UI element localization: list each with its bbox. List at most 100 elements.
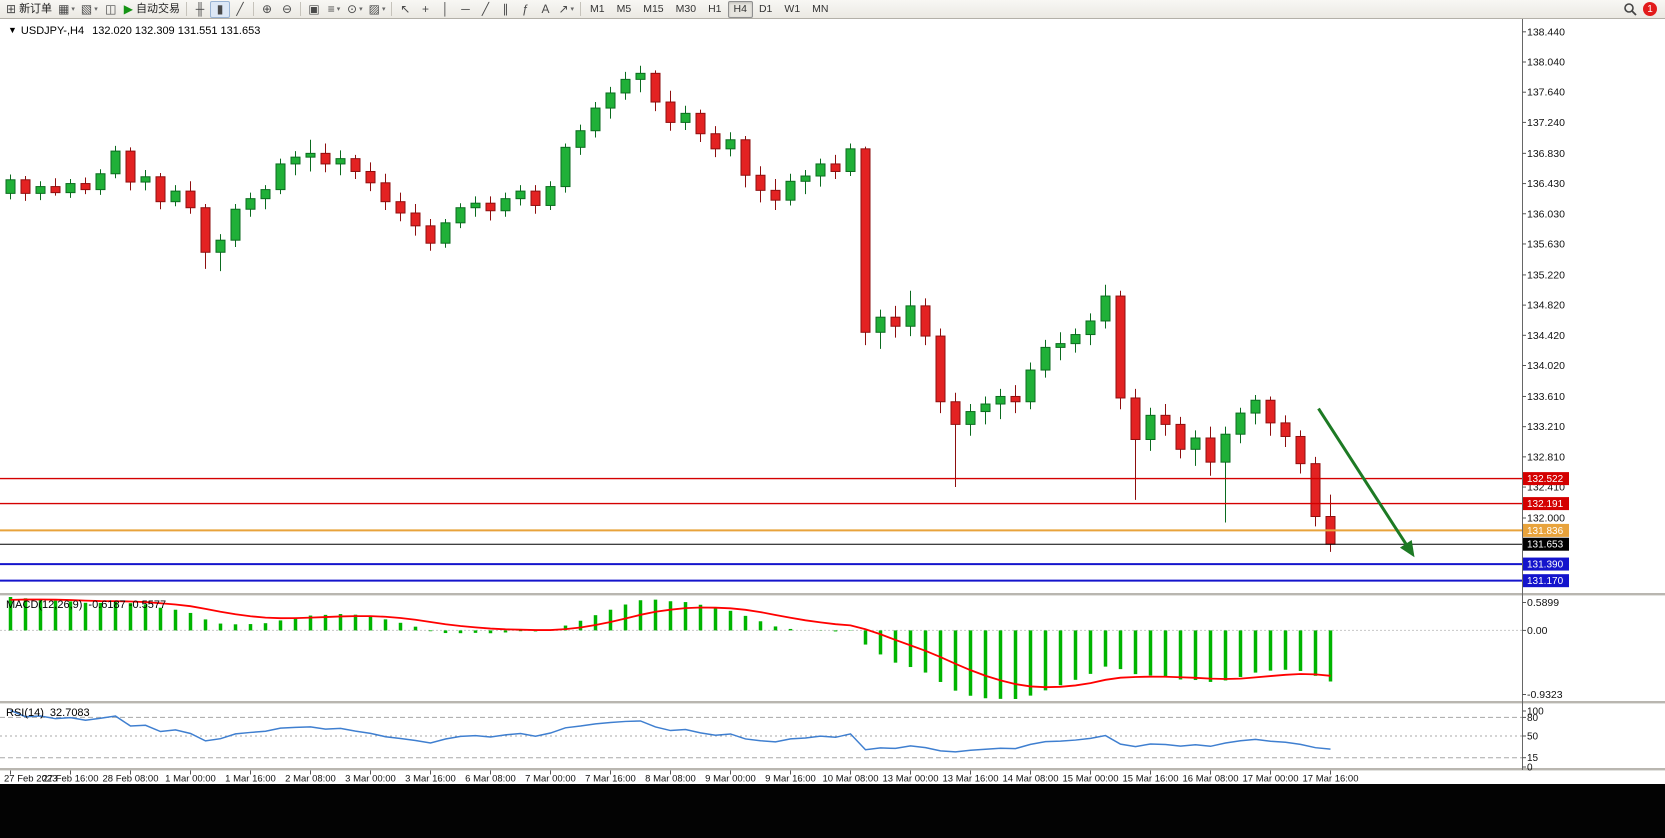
market-watch-icon: ◫ [105, 2, 117, 16]
timeframe-h1-button[interactable]: H1 [702, 1, 727, 18]
svg-text:135.220: 135.220 [1527, 269, 1565, 281]
timeframe-w1-button[interactable]: W1 [778, 1, 806, 18]
toolbar-separator [253, 2, 255, 16]
profiles-button[interactable]: ▧ ▾ [78, 1, 101, 18]
vertical-line-icon: │ [441, 2, 450, 16]
timeframe-m5-button[interactable]: M5 [611, 1, 638, 18]
candlestick-chart-button[interactable]: ▮ [210, 0, 231, 18]
cursor-button[interactable]: ↖ [395, 1, 415, 18]
svg-text:27 Feb 16:00: 27 Feb 16:00 [43, 774, 99, 785]
toolbar-separator [186, 2, 188, 16]
svg-text:3 Mar 00:00: 3 Mar 00:00 [345, 774, 396, 785]
svg-text:138.440: 138.440 [1527, 26, 1565, 38]
svg-text:3 Mar 16:00: 3 Mar 16:00 [405, 774, 456, 785]
svg-text:16 Mar 08:00: 16 Mar 08:00 [1183, 774, 1239, 785]
timeframe-m15-button[interactable]: M15 [637, 1, 669, 18]
search-icon[interactable] [1623, 2, 1637, 16]
macd-axis[interactable]: 0.5899 0.00 -0.9323 [1522, 597, 1563, 701]
crosshair-icon: + [421, 2, 429, 16]
svg-text:9 Mar 00:00: 9 Mar 00:00 [705, 774, 756, 785]
svg-text:17 Mar 16:00: 17 Mar 16:00 [1303, 774, 1359, 785]
toolbar: ⊞ 新订单 ▦ ▾ ▧ ▾ ◫ ▶ 自动交易 ╫ ▮ ╱ ⊕ ⊖ ▣ ≡ ▾ ⊙ ▾ ▨ ▾ ↖ + │ ─ ╱ ∥ ƒ A ↗ ▾ M1 M5… [0, 0, 1665, 19]
timeframe-h4-button[interactable]: H4 [727, 0, 753, 18]
timeframe-d1-button[interactable]: D1 [753, 1, 778, 18]
new-chart-icon: ▦ [58, 2, 70, 16]
auto-trading-icon: ▶ [123, 2, 134, 16]
fibonacci-icon: ƒ [522, 2, 529, 16]
svg-text:131.390: 131.390 [1527, 560, 1564, 571]
auto-trading-button[interactable]: ▶ 自动交易 [121, 1, 183, 18]
profiles-icon: ▧ [80, 2, 93, 16]
tile-windows-icon: ▣ [308, 2, 320, 16]
horizontal-line-button[interactable]: ─ [455, 1, 475, 18]
channel-button[interactable]: ∥ [495, 1, 515, 18]
svg-text:100: 100 [1527, 707, 1544, 718]
candlesticks [5, 65, 1336, 552]
caret-down-icon: ▾ [336, 5, 341, 13]
price-badge: 132.522 [1523, 472, 1569, 486]
svg-text:134.420: 134.420 [1527, 330, 1565, 342]
market-watch-button[interactable]: ◫ [101, 1, 121, 18]
candlestick-chart-icon: ▮ [216, 2, 224, 16]
panel-splitter[interactable] [0, 593, 1665, 596]
arrows-button[interactable]: ↗ ▾ [555, 1, 577, 18]
panel-splitter[interactable] [0, 701, 1665, 704]
zoom-in-button[interactable]: ⊕ [257, 1, 277, 18]
svg-text:138.040: 138.040 [1527, 57, 1565, 69]
rsi-line [10, 709, 1331, 753]
notification-badge[interactable]: 1 [1643, 2, 1657, 16]
new-chart-button[interactable]: ▦ ▾ [55, 1, 78, 18]
timeframe-m1-button[interactable]: M1 [584, 1, 611, 18]
new-order-button[interactable]: ⊞ 新订单 [3, 1, 55, 18]
chart-window: 138.440 138.040 137.640 137.240 136.830 136.4… [0, 19, 1665, 784]
svg-text:10 Mar 08:00: 10 Mar 08:00 [823, 774, 879, 785]
caret-down-icon: ▾ [94, 5, 98, 13]
bar-chart-button[interactable]: ╫ [190, 1, 210, 18]
tile-windows-button[interactable]: ▣ [304, 1, 324, 18]
svg-text:80: 80 [1527, 713, 1539, 724]
svg-text:132.191: 132.191 [1527, 499, 1564, 510]
svg-text:1 Mar 00:00: 1 Mar 00:00 [165, 774, 216, 785]
trendline-button[interactable]: ╱ [475, 1, 495, 18]
trend-arrow[interactable] [1317, 407, 1415, 558]
crosshair-button[interactable]: + [415, 1, 435, 18]
svg-text:2 Mar 08:00: 2 Mar 08:00 [285, 774, 336, 785]
timeframe-m30-button[interactable]: M30 [670, 1, 702, 18]
vertical-line-button[interactable]: │ [435, 1, 455, 18]
periods-button[interactable]: ⊙ ▾ [344, 1, 366, 18]
horizontal-line-icon: ─ [461, 2, 470, 16]
price-axis[interactable]: 138.440 138.040 137.640 137.240 136.830 136.4… [1522, 26, 1569, 588]
toolbar-buttons: ⊞ 新订单 ▦ ▾ ▧ ▾ ◫ ▶ 自动交易 ╫ ▮ ╱ ⊕ ⊖ ▣ ≡ ▾ ⊙ ▾ ▨ ▾ ↖ + │ ─ ╱ ∥ ƒ A ↗ ▾ M1 M5… [3, 0, 835, 18]
svg-text:28 Feb 08:00: 28 Feb 08:00 [103, 774, 159, 785]
macd-histogram [8, 597, 1333, 699]
svg-text:7 Mar 16:00: 7 Mar 16:00 [585, 774, 636, 785]
templates-button[interactable]: ▨ ▾ [366, 1, 389, 18]
caret-down-icon: ▾ [359, 5, 363, 13]
svg-text:135.630: 135.630 [1527, 238, 1565, 250]
bottom-dark-strip [0, 784, 1665, 838]
text-button[interactable]: A [535, 1, 555, 18]
zoom-out-button[interactable]: ⊖ [277, 1, 297, 18]
svg-text:132.810: 132.810 [1527, 451, 1565, 463]
zoom-in-icon: ⊕ [261, 2, 273, 16]
svg-text:131.836: 131.836 [1527, 526, 1564, 537]
zoom-out-icon: ⊖ [281, 2, 293, 16]
channel-icon: ∥ [502, 2, 509, 16]
toolbar-separator [391, 2, 393, 16]
svg-text:-0.9323: -0.9323 [1527, 689, 1563, 701]
timeframe-mn-button[interactable]: MN [806, 1, 834, 18]
svg-text:17 Mar 00:00: 17 Mar 00:00 [1243, 774, 1299, 785]
line-chart-button[interactable]: ╱ [230, 1, 250, 18]
svg-text:7 Mar 00:00: 7 Mar 00:00 [525, 774, 576, 785]
arrows-icon: ↗ [558, 2, 569, 16]
svg-text:0.5899: 0.5899 [1527, 597, 1559, 609]
indicators-button[interactable]: ≡ ▾ [324, 1, 344, 18]
periods-icon: ⊙ [347, 2, 358, 16]
fibonacci-button[interactable]: ƒ [515, 1, 535, 18]
panel-splitter[interactable] [0, 768, 1665, 771]
svg-text:133.610: 133.610 [1527, 391, 1565, 403]
chart-canvas[interactable]: 138.440 138.040 137.640 137.240 136.830 136.4… [0, 19, 1665, 784]
svg-text:134.820: 134.820 [1527, 300, 1565, 312]
